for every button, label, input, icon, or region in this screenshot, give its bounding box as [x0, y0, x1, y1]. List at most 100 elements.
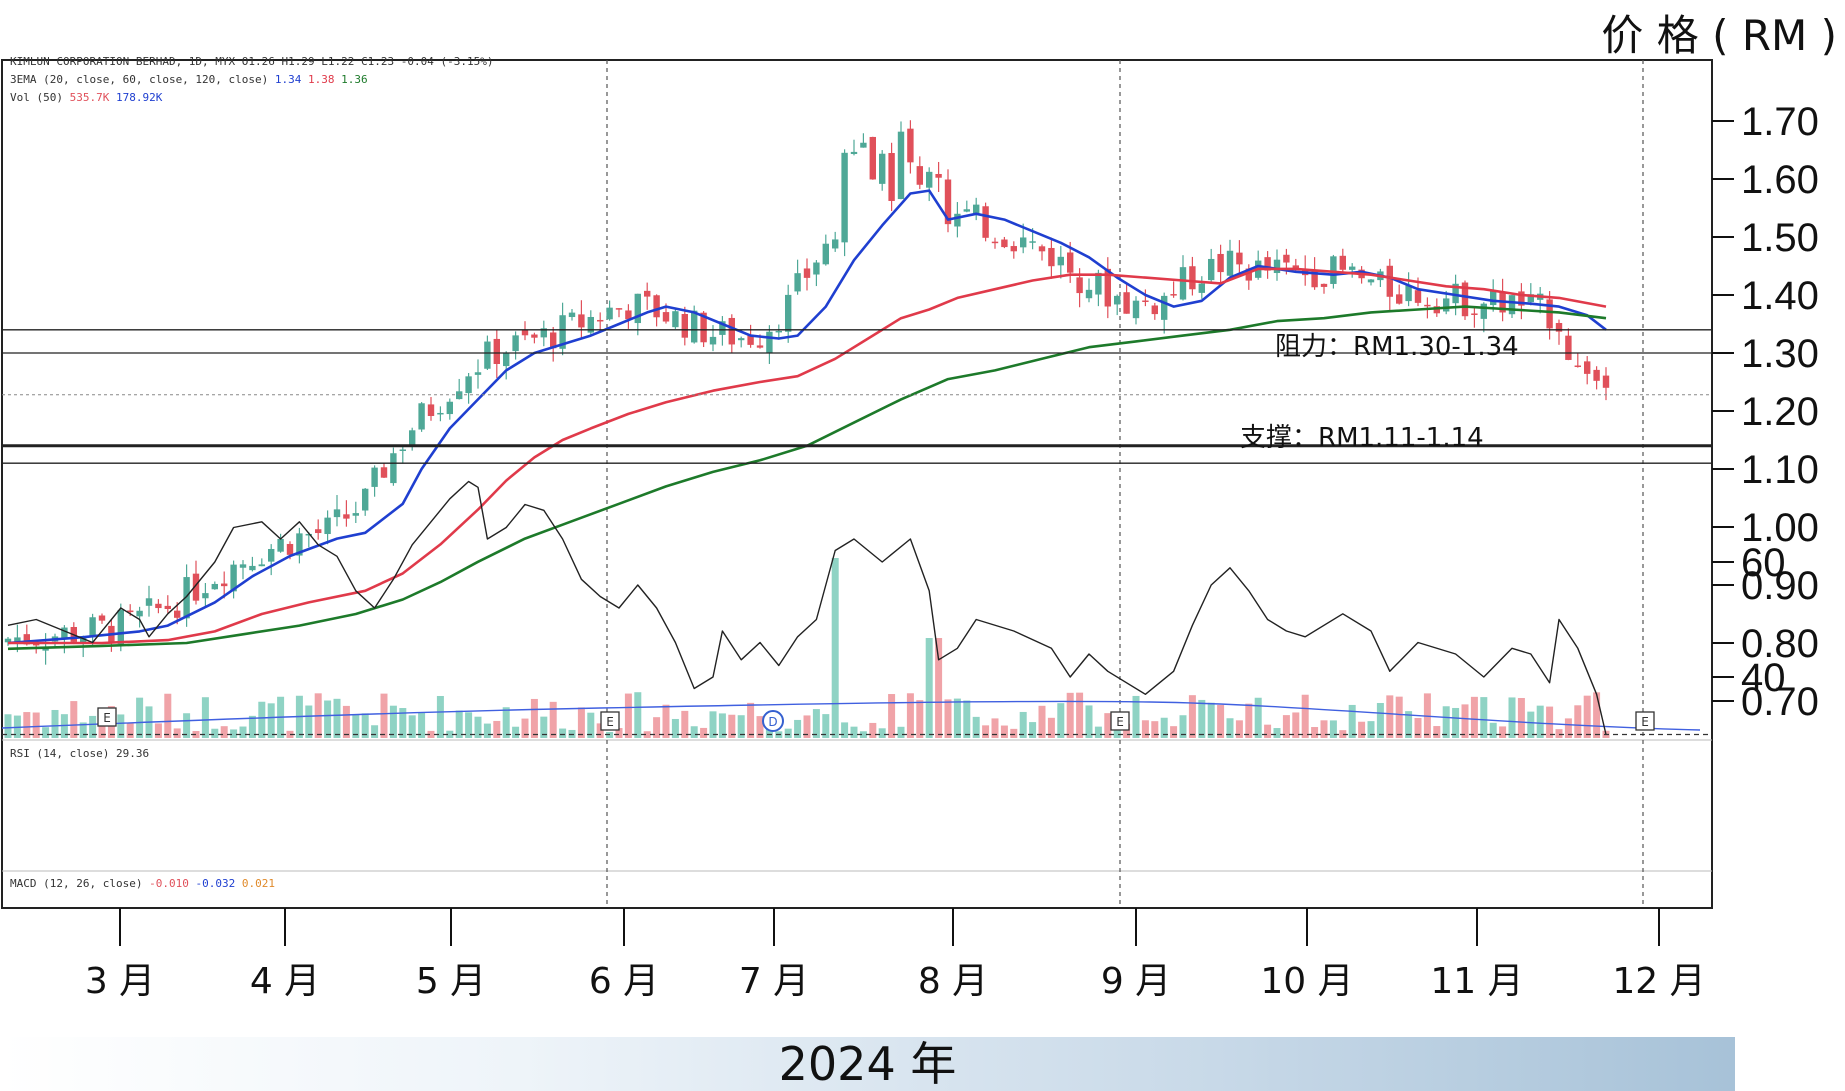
candle-body: [1264, 257, 1271, 271]
candle-body: [1123, 292, 1130, 314]
candle-body: [991, 241, 999, 244]
plot-frame: [1, 59, 1713, 909]
month-tick-label: 10 月: [1260, 961, 1353, 1002]
candle-body: [1443, 298, 1450, 312]
volume-bar: [624, 693, 632, 738]
candle-body: [268, 548, 275, 562]
volume-bar: [1517, 697, 1525, 738]
candle-body: [1038, 246, 1046, 252]
candle-body: [258, 564, 265, 567]
candle-body: [1095, 272, 1102, 295]
volume-bar: [70, 701, 78, 738]
candle-body: [850, 151, 858, 155]
candle-body: [465, 376, 472, 394]
candle-body: [390, 453, 397, 484]
volume-bar: [944, 699, 952, 738]
candle-body: [634, 293, 641, 324]
candle-body: [23, 634, 30, 645]
candle-body: [1311, 271, 1318, 288]
chart-axes: 1.70 1.60 1.50 1.40 1.30 1.20 1.10 1.00 0.90 0.80…: [85, 100, 1819, 1002]
candle-body: [1320, 283, 1328, 287]
volume-bar: [389, 705, 397, 738]
candle-body: [1273, 259, 1281, 274]
chart-grid: [1, 59, 1713, 909]
price-tick-label: 1.10: [1741, 448, 1819, 492]
volume-bar: [1264, 724, 1272, 738]
candle-body: [14, 637, 21, 644]
legend-vol: Vol (50) 535.7K 178.92K: [10, 91, 162, 104]
candle-body: [1236, 252, 1243, 265]
volume-bar: [662, 704, 670, 738]
volume-bar: [305, 705, 313, 738]
volume-bar: [906, 693, 914, 738]
volume-bar: [483, 723, 491, 738]
candle-body: [587, 316, 594, 333]
volume-bar: [126, 722, 134, 738]
legend-vol-value2: 178.92K: [115, 91, 163, 104]
candle-body: [418, 403, 425, 430]
legend-macd-value1: -0.010: [149, 877, 189, 890]
volume-bar: [530, 698, 538, 738]
volume-bar: [822, 714, 830, 738]
volume-bar: [211, 728, 219, 738]
candle-body: [1396, 294, 1403, 304]
candle-body: [982, 206, 989, 238]
volume-bar: [1555, 729, 1563, 738]
candle-body: [794, 273, 801, 292]
volume-bar: [577, 707, 585, 738]
support-resistance-lines: [2, 329, 1712, 464]
candle-body: [409, 430, 416, 446]
candle-body: [625, 310, 632, 320]
candle-body: [540, 328, 547, 338]
volume-bar: [446, 730, 454, 738]
volume-bar: [1038, 705, 1046, 738]
candle-body: [155, 603, 162, 609]
volume-bar: [559, 728, 567, 738]
volume-bar: [89, 715, 97, 738]
candle-body: [183, 577, 190, 619]
candle-body: [578, 314, 585, 328]
candle-body: [691, 310, 698, 343]
candle-body: [1048, 247, 1055, 267]
candle-body: [1527, 294, 1534, 303]
volume-bar: [549, 701, 557, 738]
candle-body: [803, 268, 811, 278]
candle-body: [89, 617, 96, 638]
price-tick-label: 0.90: [1741, 564, 1819, 608]
candle-body: [973, 204, 980, 214]
volume-bar: [615, 728, 623, 738]
candle-body: [503, 353, 510, 367]
rsi-line: [7, 480, 1607, 735]
legend-header: KIMLUN CORPORATION BERHAD, 1D, MYX O1.26…: [10, 55, 494, 68]
candle-body: [1208, 258, 1215, 281]
candle-body: [1480, 303, 1487, 319]
rsi-pane: [2, 480, 1712, 736]
event-marker: [97, 707, 117, 727]
candle-body: [1452, 283, 1459, 304]
candle-body: [117, 609, 124, 645]
candle-body: [1170, 294, 1177, 296]
volume-bar: [1010, 728, 1018, 738]
event-marker-label: E: [606, 715, 614, 729]
candle-body: [80, 636, 87, 644]
volume-bar: [380, 693, 388, 738]
event-marker-label: E: [1116, 715, 1124, 729]
ema-lines: [7, 189, 1607, 651]
volume-bar: [361, 713, 369, 738]
candle-body: [719, 321, 726, 335]
price-tick-label: 1.30: [1741, 332, 1819, 376]
candle-body: [1020, 237, 1027, 248]
volume-bar: [352, 714, 360, 738]
volume-bar: [1273, 728, 1281, 738]
month-tick-label: 11 月: [1430, 961, 1523, 1002]
volume-bar: [23, 712, 31, 738]
volume-bar: [1132, 695, 1140, 738]
candle-body: [446, 401, 453, 415]
candle-body: [747, 334, 754, 345]
candle-body: [521, 330, 529, 336]
candle-body: [822, 243, 829, 265]
volume-bar: [79, 722, 87, 738]
candle-body: [474, 372, 482, 375]
volume-bar: [1480, 697, 1488, 738]
